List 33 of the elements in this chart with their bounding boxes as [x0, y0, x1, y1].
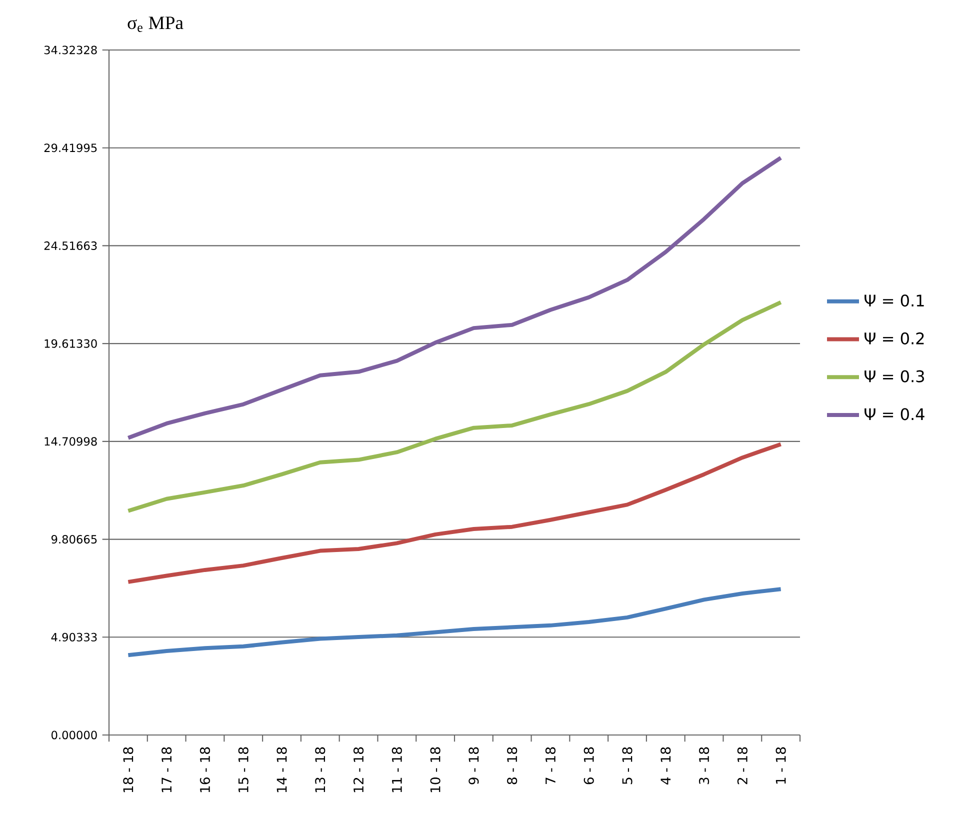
x-tick-label: 17 - 18: [162, 747, 172, 792]
x-tick-label: 6 - 18: [584, 747, 594, 784]
x-tick-label: 2 - 18: [737, 747, 748, 784]
x-tick-label: 11 - 18: [392, 747, 402, 792]
x-tick-label: 10 - 18: [430, 747, 440, 792]
x-tick-label: 14 - 18: [276, 747, 287, 792]
x-tick-label: 7 - 18: [545, 747, 556, 784]
legend-label: Ψ = 0.2: [864, 332, 924, 344]
y-tick-label: 24.51663: [44, 241, 97, 250]
x-tick-label: 15 - 18: [238, 747, 248, 792]
x-tick-label: 9 - 18: [468, 747, 479, 784]
x-tick-label: 12 - 18: [353, 747, 364, 792]
x-tick-label: 18 - 18: [123, 747, 134, 792]
legend-label: Ψ = 0.3: [864, 370, 924, 382]
x-tick-label: 1 - 18: [776, 747, 786, 784]
y-tick-label: 19.61330: [44, 339, 97, 348]
y-tick-label: 4.90333: [51, 632, 97, 642]
y-tick-label: 14.70998: [44, 437, 97, 446]
line-series: [126, 156, 783, 440]
y-tick-label: 34.32328: [44, 46, 97, 54]
line-series: [126, 300, 783, 513]
x-tick-label: 4 - 18: [660, 747, 671, 784]
x-tick-label: 8 - 18: [507, 747, 518, 784]
y-tick-label: 9.80665: [51, 535, 97, 544]
x-tick-label: 16 - 18: [200, 747, 210, 792]
y-tick-label: 29.41995: [44, 144, 97, 152]
legend-label: Ψ = 0.4: [864, 408, 924, 420]
y-tick-label: 0.00000: [52, 730, 97, 740]
x-tick-label: 3 - 18: [698, 747, 710, 784]
x-tick-label: 5 - 18: [622, 747, 632, 784]
y-axis-title: σ$_{e}$ MPa: [128, 16, 184, 32]
x-tick-label: 13 - 18: [315, 747, 326, 792]
legend-label: Ψ = 0.1: [864, 294, 924, 307]
